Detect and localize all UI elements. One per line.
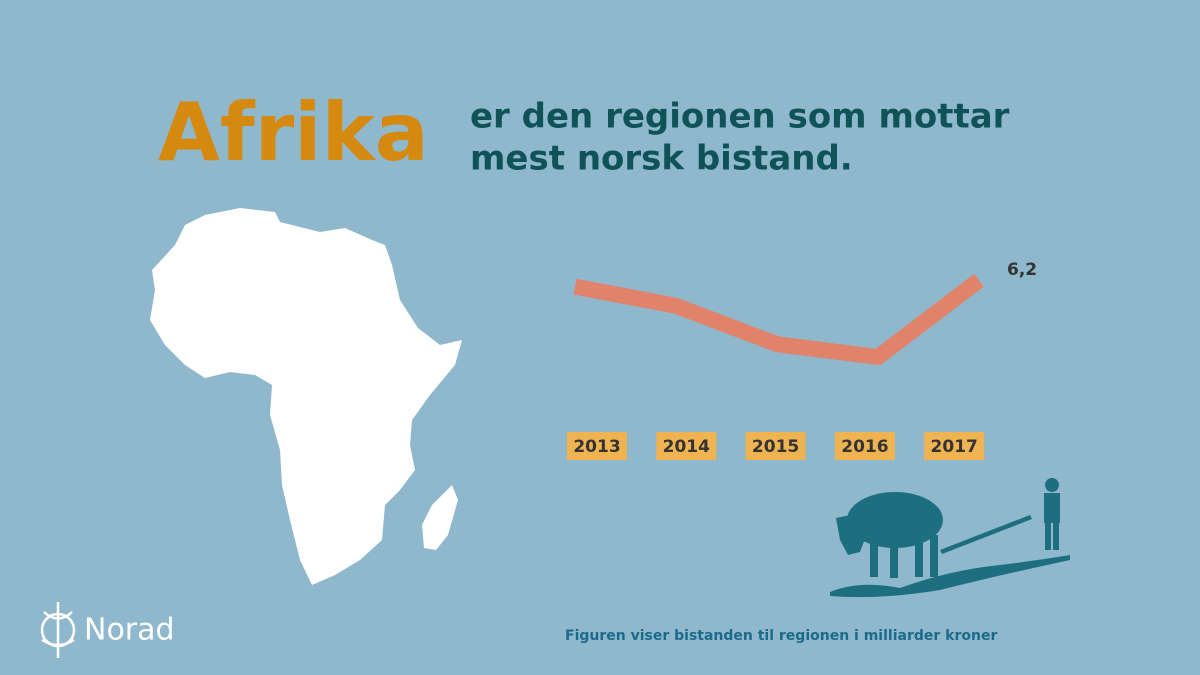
data-line xyxy=(573,273,984,365)
madagascar xyxy=(422,485,458,550)
value-label: 6,2 xyxy=(1007,260,1037,280)
x-tick-label: 2013 xyxy=(573,437,620,457)
year-box xyxy=(924,432,985,460)
logo-icon xyxy=(40,602,76,658)
x-tick-label: 2014 xyxy=(663,437,710,457)
year-box xyxy=(656,432,717,460)
year-box xyxy=(745,432,806,460)
brand: Norad xyxy=(84,613,175,648)
year-box xyxy=(567,432,627,460)
caption: Figuren viser bistanden til regionen i m… xyxy=(565,628,997,644)
chart-title: Afrika xyxy=(158,86,429,179)
africa-map xyxy=(150,208,462,585)
subtitle-line: mest norsk bistand. xyxy=(470,139,853,179)
x-tick-label: 2016 xyxy=(841,437,888,457)
x-tick-label: 2017 xyxy=(931,437,978,457)
year-box xyxy=(834,432,895,460)
farmer-illustration xyxy=(830,478,1070,598)
subtitle-line: er den regionen som mottar xyxy=(470,97,1010,137)
x-tick-label: 2015 xyxy=(752,437,799,457)
